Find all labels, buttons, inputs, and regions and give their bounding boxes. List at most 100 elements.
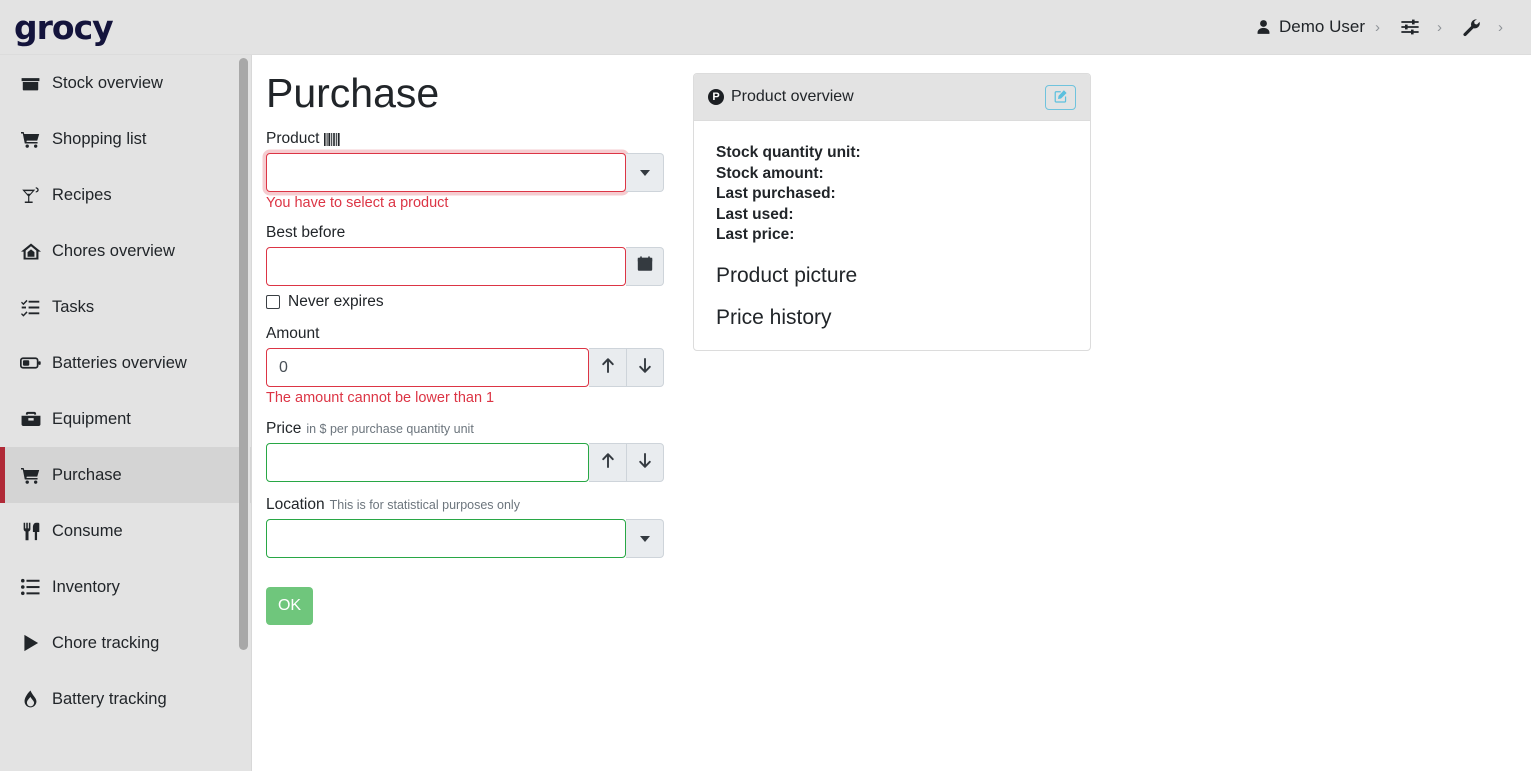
play-icon bbox=[20, 634, 41, 652]
cocktail-icon bbox=[20, 186, 41, 205]
price-input-group bbox=[266, 443, 664, 482]
arrow-down-icon bbox=[637, 357, 653, 379]
navbar-right-group: Demo User › › bbox=[1249, 0, 1531, 54]
sidebar-item-chores-overview[interactable]: Chores overview bbox=[0, 223, 252, 279]
sidebar-item-label: Consume bbox=[52, 521, 123, 540]
wrench-icon bbox=[1462, 18, 1481, 37]
never-expires-checkbox[interactable] bbox=[266, 295, 280, 309]
ok-button[interactable]: OK bbox=[266, 587, 313, 625]
navbar-user-label: Demo User bbox=[1279, 17, 1365, 36]
form-group-product: Product bbox=[266, 130, 678, 211]
sidebar-item-battery-tracking[interactable]: Battery tracking bbox=[0, 671, 252, 727]
sidebar-item-stock-overview[interactable]: Stock overview bbox=[0, 55, 252, 111]
best-before-input[interactable] bbox=[266, 247, 626, 286]
app-logo[interactable]: grocy bbox=[14, 7, 114, 47]
sidebar-item-consume[interactable]: Consume bbox=[0, 503, 252, 559]
chevron-right-icon-tools[interactable]: › bbox=[1498, 18, 1503, 36]
home-icon bbox=[20, 242, 41, 261]
product-input[interactable] bbox=[266, 153, 626, 192]
sliders-icon bbox=[1400, 18, 1420, 36]
never-expires-label: Never expires bbox=[288, 293, 384, 310]
product-overview-card: P Product overview Stock quantity unit: … bbox=[693, 73, 1091, 351]
sidebar-divider bbox=[251, 55, 252, 771]
sidebar-item-batteries-overview[interactable]: Batteries overview bbox=[0, 335, 252, 391]
location-dropdown-button[interactable] bbox=[626, 519, 664, 558]
sidebar-item-tasks[interactable]: Tasks bbox=[0, 279, 252, 335]
amount-input[interactable] bbox=[266, 348, 589, 387]
product-badge-icon: P bbox=[708, 89, 724, 105]
price-label-row: Price in $ per purchase quantity unit bbox=[266, 420, 678, 438]
price-increment-button[interactable] bbox=[589, 443, 627, 482]
arrow-up-icon bbox=[600, 452, 616, 474]
location-label: Location bbox=[266, 496, 325, 513]
price-append bbox=[589, 443, 664, 482]
product-dropdown-button[interactable] bbox=[626, 153, 664, 192]
amount-error: The amount cannot be lower than 1 bbox=[266, 390, 495, 406]
sidebar-item-purchase[interactable]: Purchase bbox=[0, 447, 252, 503]
price-hint: in $ per purchase quantity unit bbox=[306, 422, 474, 436]
amount-input-group bbox=[266, 348, 664, 387]
barcode-icon[interactable] bbox=[324, 132, 341, 146]
main-content: Purchase Product bbox=[252, 55, 1531, 771]
sidebar-scrollbar[interactable] bbox=[239, 55, 250, 771]
never-expires-row[interactable]: Never expires bbox=[266, 293, 678, 311]
chevron-down-icon bbox=[639, 535, 650, 542]
purchase-form: Product bbox=[266, 130, 678, 625]
best-before-label-row: Best before bbox=[266, 224, 678, 242]
sidebar-item-label: Recipes bbox=[52, 185, 112, 204]
sidebar-item-recipes[interactable]: Recipes bbox=[0, 167, 252, 223]
product-input-group bbox=[266, 153, 664, 192]
product-append bbox=[626, 153, 664, 192]
sidebar-item-label: Shopping list bbox=[52, 129, 147, 148]
chevron-right-icon-user[interactable]: › bbox=[1375, 18, 1380, 36]
sidebar-item-label: Battery tracking bbox=[52, 689, 167, 708]
price-input[interactable] bbox=[266, 443, 589, 482]
form-group-amount: Amount bbox=[266, 325, 678, 406]
amount-increment-button[interactable] bbox=[589, 348, 627, 387]
sidebar-item-label: Chore tracking bbox=[52, 633, 160, 652]
sidebar-scrollbar-thumb[interactable] bbox=[239, 58, 248, 650]
best-before-label: Best before bbox=[266, 224, 346, 241]
stat-stock-amount: Stock amount: bbox=[716, 164, 824, 182]
section-price-history: Price history bbox=[716, 305, 832, 329]
stat-stock-quantity-unit: Stock quantity unit: bbox=[716, 144, 861, 161]
navbar-user-menu[interactable]: Demo User bbox=[1249, 0, 1371, 54]
product-error: You have to select a product bbox=[266, 195, 449, 211]
amount-append bbox=[589, 348, 664, 387]
sidebar-item-label: Stock overview bbox=[52, 73, 163, 92]
location-input[interactable] bbox=[266, 519, 626, 558]
location-input-group bbox=[266, 519, 664, 558]
amount-decrement-button[interactable] bbox=[626, 348, 664, 387]
location-append bbox=[626, 519, 664, 558]
navbar-settings-menu[interactable] bbox=[1394, 0, 1433, 54]
calendar-button[interactable] bbox=[626, 247, 664, 286]
navbar-tools-menu[interactable] bbox=[1456, 0, 1494, 54]
location-label-row: Location This is for statistical purpose… bbox=[266, 496, 678, 514]
sidebar-item-equipment[interactable]: Equipment bbox=[0, 391, 252, 447]
sidebar: Stock overview Shopping list Recipes Cho… bbox=[0, 55, 252, 771]
edit-product-button[interactable] bbox=[1045, 84, 1076, 110]
arrow-down-icon bbox=[637, 452, 653, 474]
best-before-append bbox=[626, 247, 664, 286]
battery-icon bbox=[20, 355, 41, 371]
sidebar-item-chore-tracking[interactable]: Chore tracking bbox=[0, 615, 252, 671]
chevron-right-icon-settings[interactable]: › bbox=[1437, 18, 1442, 36]
chevron-down-icon bbox=[639, 169, 650, 176]
arrow-up-icon bbox=[600, 357, 616, 379]
form-group-location: Location This is for statistical purpose… bbox=[266, 496, 678, 558]
page-title: Purchase bbox=[266, 70, 440, 116]
flame-icon bbox=[20, 689, 41, 709]
product-overview-header: P Product overview bbox=[694, 74, 1090, 121]
stat-last-purchased: Last purchased: bbox=[716, 185, 836, 202]
sidebar-item-label: Chores overview bbox=[52, 241, 175, 260]
sidebar-item-label: Batteries overview bbox=[52, 353, 187, 372]
list-icon bbox=[20, 578, 41, 596]
sidebar-item-label: Purchase bbox=[52, 465, 122, 484]
sidebar-item-shopping-list[interactable]: Shopping list bbox=[0, 111, 252, 167]
amount-label: Amount bbox=[266, 325, 320, 342]
price-decrement-button[interactable] bbox=[626, 443, 664, 482]
sidebar-item-label: Tasks bbox=[52, 297, 95, 316]
user-icon bbox=[1255, 19, 1272, 36]
sidebar-item-inventory[interactable]: Inventory bbox=[0, 559, 252, 615]
shopping-cart-icon bbox=[20, 130, 41, 149]
